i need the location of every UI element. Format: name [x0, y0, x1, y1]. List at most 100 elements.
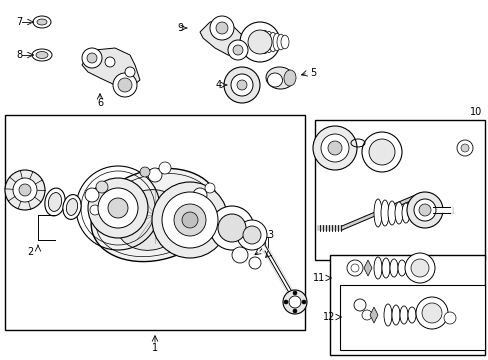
- Circle shape: [224, 67, 260, 103]
- Ellipse shape: [265, 67, 293, 89]
- Ellipse shape: [373, 257, 381, 279]
- Bar: [5, 115, 305, 330]
- Circle shape: [82, 48, 102, 68]
- Text: 4: 4: [215, 80, 222, 90]
- Bar: [339, 285, 484, 350]
- Circle shape: [5, 170, 45, 210]
- Ellipse shape: [48, 193, 61, 211]
- Circle shape: [182, 212, 198, 228]
- Circle shape: [85, 188, 99, 202]
- Circle shape: [227, 40, 247, 60]
- Circle shape: [113, 73, 137, 97]
- Ellipse shape: [373, 199, 381, 227]
- Circle shape: [108, 198, 128, 218]
- Circle shape: [292, 309, 296, 313]
- Circle shape: [247, 30, 271, 54]
- Ellipse shape: [391, 305, 399, 325]
- Ellipse shape: [389, 259, 397, 277]
- Ellipse shape: [399, 306, 407, 324]
- Circle shape: [174, 204, 205, 236]
- Circle shape: [105, 57, 115, 67]
- Ellipse shape: [397, 260, 405, 276]
- Circle shape: [327, 141, 341, 155]
- Circle shape: [283, 290, 306, 314]
- Circle shape: [193, 188, 206, 202]
- Ellipse shape: [284, 70, 295, 86]
- Circle shape: [87, 53, 97, 63]
- Circle shape: [159, 162, 171, 174]
- Circle shape: [443, 312, 455, 324]
- Text: 9: 9: [177, 23, 183, 33]
- Ellipse shape: [45, 188, 65, 216]
- Circle shape: [88, 178, 148, 238]
- Circle shape: [404, 253, 434, 283]
- Circle shape: [243, 226, 261, 244]
- Ellipse shape: [268, 32, 276, 52]
- Circle shape: [13, 178, 37, 202]
- Circle shape: [218, 214, 245, 242]
- Circle shape: [361, 132, 401, 172]
- Circle shape: [216, 22, 227, 34]
- Ellipse shape: [37, 19, 47, 25]
- Ellipse shape: [63, 195, 81, 219]
- Text: 12: 12: [322, 312, 334, 322]
- Text: 10: 10: [469, 107, 481, 117]
- Circle shape: [152, 182, 227, 258]
- Circle shape: [312, 126, 356, 170]
- Ellipse shape: [394, 202, 402, 224]
- Ellipse shape: [407, 307, 415, 323]
- Text: 8: 8: [16, 50, 22, 60]
- Circle shape: [162, 192, 218, 248]
- Ellipse shape: [383, 304, 391, 326]
- Bar: [329, 255, 484, 355]
- Ellipse shape: [415, 205, 423, 221]
- Circle shape: [288, 296, 301, 308]
- Circle shape: [320, 134, 348, 162]
- Polygon shape: [369, 307, 377, 323]
- Circle shape: [118, 78, 132, 92]
- Circle shape: [418, 204, 430, 216]
- Ellipse shape: [261, 30, 268, 54]
- Circle shape: [148, 168, 162, 182]
- Circle shape: [209, 206, 253, 250]
- Circle shape: [302, 300, 305, 304]
- Ellipse shape: [32, 49, 52, 61]
- Polygon shape: [200, 20, 244, 58]
- Circle shape: [98, 188, 138, 228]
- Circle shape: [209, 16, 234, 40]
- Ellipse shape: [381, 258, 389, 278]
- Circle shape: [284, 300, 287, 304]
- Text: 7: 7: [16, 17, 22, 27]
- Ellipse shape: [387, 201, 395, 225]
- Polygon shape: [363, 260, 371, 276]
- Ellipse shape: [264, 31, 272, 53]
- Circle shape: [248, 257, 261, 269]
- Circle shape: [292, 291, 296, 295]
- Circle shape: [19, 184, 31, 196]
- Ellipse shape: [401, 203, 409, 223]
- Text: 11: 11: [312, 273, 325, 283]
- Ellipse shape: [267, 73, 282, 87]
- Circle shape: [237, 80, 246, 90]
- Circle shape: [421, 303, 441, 323]
- Text: 6: 6: [97, 98, 103, 108]
- Ellipse shape: [33, 16, 51, 28]
- Text: 5: 5: [309, 68, 316, 78]
- Ellipse shape: [380, 200, 388, 226]
- Circle shape: [230, 74, 252, 96]
- Circle shape: [204, 183, 215, 193]
- Text: 3: 3: [266, 230, 272, 240]
- Circle shape: [240, 22, 280, 62]
- Circle shape: [415, 297, 447, 329]
- Ellipse shape: [115, 190, 184, 250]
- Ellipse shape: [66, 199, 78, 215]
- Circle shape: [90, 205, 100, 215]
- Circle shape: [346, 260, 362, 276]
- Circle shape: [140, 167, 150, 177]
- Ellipse shape: [36, 51, 48, 59]
- Circle shape: [232, 45, 243, 55]
- Circle shape: [231, 247, 247, 263]
- Ellipse shape: [91, 168, 219, 262]
- Circle shape: [456, 140, 472, 156]
- Circle shape: [406, 192, 442, 228]
